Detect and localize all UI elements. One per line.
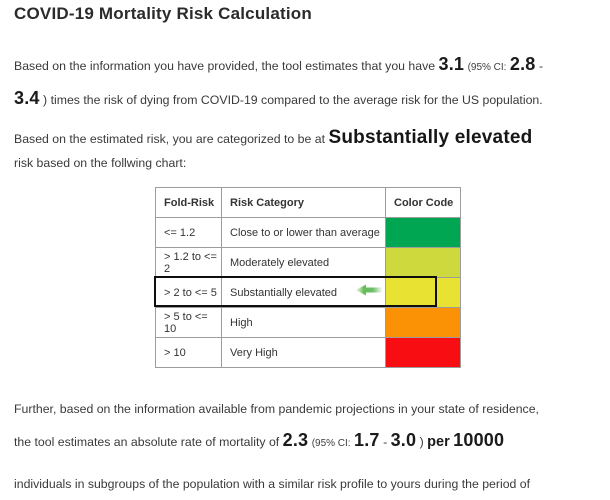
table-row: > 10 Very High <box>155 337 461 368</box>
absolute-rate-line-1: Further, based on the information availa… <box>14 402 539 416</box>
category-line-2: risk based on the follwing chart: <box>14 156 186 170</box>
absolute-rate-line-3: individuals in subgroups of the populati… <box>14 477 530 491</box>
fold-risk-cell: > 2 to <= 5 <box>155 277 222 308</box>
fold-risk-cell: > 5 to <= 10 <box>155 307 222 338</box>
ci-upper-value: 3.4 <box>14 88 40 108</box>
risk-category-cell: Very High <box>221 337 386 368</box>
color-code-swatch <box>385 217 461 248</box>
color-code-swatch <box>385 337 461 368</box>
denominator-value: 10000 <box>453 430 505 450</box>
risk-chart: Fold-Risk Risk Category Color Code <= 1.… <box>154 187 461 372</box>
table-row-highlighted: > 2 to <= 5 Substantially elevated <box>155 277 461 308</box>
ci-label: (95% CI: <box>467 62 507 73</box>
ci-upper-value: 3.0 <box>390 430 417 450</box>
color-code-swatch <box>385 247 461 278</box>
intro-line-2: 3.4 ) times the risk of dying from COVID… <box>14 88 543 109</box>
risk-category-cell: High <box>221 307 386 338</box>
ci-dash: - <box>538 59 544 73</box>
absolute-rate-text-continued: the tool estimates an absolute rate of m… <box>14 435 280 449</box>
table-row: <= 1.2 Close to or lower than average <box>155 217 461 248</box>
category-text-continued: risk based on the follwing chart: <box>14 156 187 170</box>
fold-risk-cell: <= 1.2 <box>155 217 222 248</box>
intro-text-continued: times the risk of dying from COVID-19 co… <box>50 93 543 107</box>
absolute-rate-text-final: individuals in subgroups of the populati… <box>14 477 531 491</box>
ci-lower-value: 1.7 <box>354 430 380 450</box>
table-row: > 5 to <= 10 High <box>155 307 461 338</box>
ci-dash: - <box>383 435 388 449</box>
fold-risk-cell: > 1.2 to <= 2 <box>155 247 222 278</box>
table-row: > 1.2 to <= 2 Moderately elevated <box>155 247 461 278</box>
risk-level-value: Substantially elevated <box>328 127 533 148</box>
intro-text: Based on the information you have provid… <box>14 59 436 73</box>
risk-category-cell: Substantially elevated <box>221 277 386 308</box>
table-header-row: Fold-Risk Risk Category Color Code <box>155 187 461 218</box>
ci-label: (95% CI: <box>311 438 351 449</box>
risk-category-cell: Close to or lower than average <box>221 217 386 248</box>
ci-close-paren: ) <box>419 435 424 449</box>
category-line-1: Based on the estimated risk, you are cat… <box>14 127 532 149</box>
relative-risk-value: 3.1 <box>438 54 465 74</box>
ci-lower-value: 2.8 <box>509 54 536 74</box>
absolute-rate-line-2: the tool estimates an absolute rate of m… <box>14 430 504 451</box>
per-label: per <box>427 434 450 450</box>
mortality-rate-value: 2.3 <box>282 430 309 450</box>
page-title: COVID-19 Mortality Risk Calculation <box>14 4 312 23</box>
absolute-rate-text: Further, based on the information availa… <box>14 402 539 416</box>
intro-line-1: Based on the information you have provid… <box>14 54 543 75</box>
risk-table: Fold-Risk Risk Category Color Code <= 1.… <box>155 187 461 368</box>
header-risk-category: Risk Category <box>221 187 386 218</box>
color-code-swatch <box>385 307 461 338</box>
fold-risk-cell: > 10 <box>155 337 222 368</box>
header-fold-risk: Fold-Risk <box>155 187 222 218</box>
color-code-swatch <box>385 277 461 308</box>
ci-close-paren: ) <box>43 93 48 107</box>
category-text: Based on the estimated risk, you are cat… <box>14 132 326 146</box>
risk-category-cell: Moderately elevated <box>221 247 386 278</box>
header-color-code: Color Code <box>385 187 461 218</box>
